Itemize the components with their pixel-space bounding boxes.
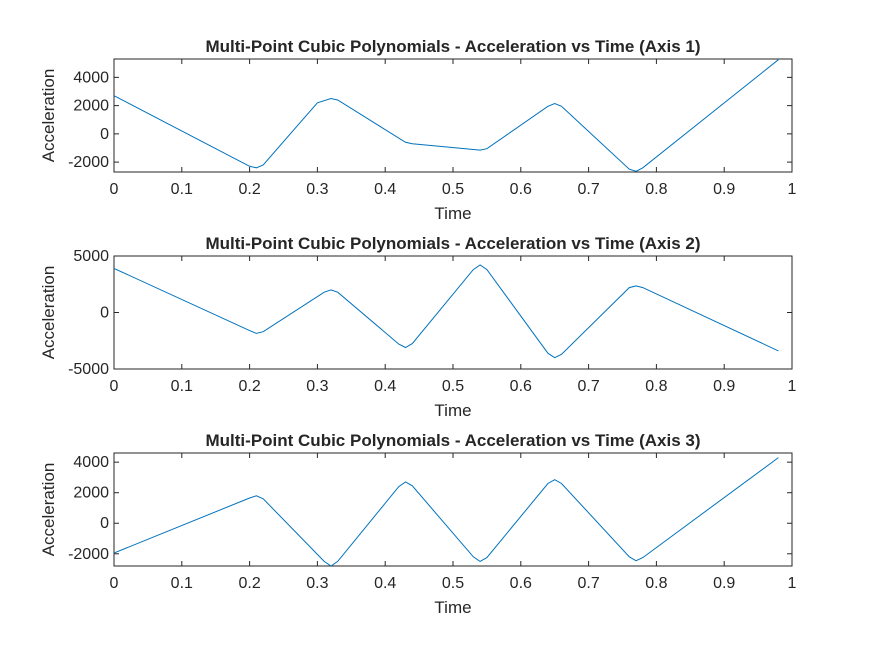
x-axis-label: Time bbox=[434, 204, 471, 223]
x-axis-label: Time bbox=[434, 401, 471, 420]
x-tick-label: 0.2 bbox=[238, 378, 260, 395]
y-axis-label: Acceleration bbox=[39, 266, 58, 360]
y-tick-label: -2000 bbox=[68, 154, 109, 171]
y-tick-label: 2000 bbox=[73, 485, 109, 502]
x-tick-label: 0.3 bbox=[306, 575, 328, 592]
chart-title: Multi-Point Cubic Polynomials - Accelera… bbox=[206, 234, 701, 253]
y-tick-label: 2000 bbox=[73, 98, 109, 115]
y-axis-label: Acceleration bbox=[39, 463, 58, 557]
x-tick-label: 0.1 bbox=[171, 181, 193, 198]
x-tick-label: 0 bbox=[110, 575, 119, 592]
y-tick-label: 0 bbox=[100, 126, 109, 143]
x-axis-label: Time bbox=[434, 598, 471, 617]
plot-area bbox=[113, 452, 793, 567]
x-tick-label: 0.2 bbox=[238, 575, 260, 592]
plot-area bbox=[113, 58, 793, 173]
y-tick-label: 0 bbox=[100, 515, 109, 532]
y-tick-label: -5000 bbox=[68, 361, 109, 378]
x-tick-label: 0.9 bbox=[713, 181, 735, 198]
x-tick-label: 0.7 bbox=[577, 575, 599, 592]
x-tick-label: 0.4 bbox=[374, 378, 396, 395]
x-tick-label: 0.5 bbox=[442, 575, 464, 592]
chart-title: Multi-Point Cubic Polynomials - Accelera… bbox=[206, 37, 701, 56]
y-tick-label: 4000 bbox=[73, 454, 109, 471]
x-tick-label: 0 bbox=[110, 181, 119, 198]
x-tick-label: 1 bbox=[788, 378, 797, 395]
x-tick-label: 0.9 bbox=[713, 575, 735, 592]
x-tick-label: 0.4 bbox=[374, 575, 396, 592]
x-tick-label: 0.1 bbox=[171, 575, 193, 592]
subplot-1: 0 0.1 0.2 0.3 0.4 0.5 0.6 0.7 0.8 0.9 1-2000020004… bbox=[39, 37, 797, 223]
subplot-3: 0 0.1 0.2 0.3 0.4 0.5 0.6 0.7 0.8 0.9 1-2000020004… bbox=[39, 431, 797, 617]
series-line-1 bbox=[114, 59, 779, 172]
x-tick-label: 1 bbox=[788, 181, 797, 198]
y-tick-label: 5000 bbox=[73, 248, 109, 265]
x-tick-label: 0.7 bbox=[577, 181, 599, 198]
x-tick-label: 0.8 bbox=[645, 181, 667, 198]
x-tick-label: 0.8 bbox=[645, 378, 667, 395]
x-tick-label: 0.4 bbox=[374, 181, 396, 198]
x-tick-label: 0.3 bbox=[306, 378, 328, 395]
y-tick-label: -2000 bbox=[68, 546, 109, 563]
x-tick-label: 0.6 bbox=[510, 181, 532, 198]
series-line-1 bbox=[114, 457, 779, 566]
x-tick-label: 0.7 bbox=[577, 378, 599, 395]
x-tick-label: 0.9 bbox=[713, 378, 735, 395]
x-tick-label: 0.3 bbox=[306, 181, 328, 198]
x-tick-label: 0.5 bbox=[442, 181, 464, 198]
plot-area bbox=[113, 255, 793, 370]
x-tick-label: 1 bbox=[788, 575, 797, 592]
x-tick-label: 0.5 bbox=[442, 378, 464, 395]
x-tick-label: 0.6 bbox=[510, 575, 532, 592]
x-tick-label: 0.2 bbox=[238, 181, 260, 198]
subplot-2: 0 0.1 0.2 0.3 0.4 0.5 0.6 0.7 0.8 0.9 1-500005000M… bbox=[39, 234, 797, 420]
x-tick-label: 0.6 bbox=[510, 378, 532, 395]
y-axis-label: Acceleration bbox=[39, 69, 58, 163]
y-tick-label: 0 bbox=[100, 305, 109, 322]
series-line-1 bbox=[114, 264, 779, 359]
x-tick-label: 0 bbox=[110, 378, 119, 395]
x-tick-label: 0.1 bbox=[171, 378, 193, 395]
chart-title: Multi-Point Cubic Polynomials - Accelera… bbox=[206, 431, 701, 450]
x-tick-label: 0.8 bbox=[645, 575, 667, 592]
y-tick-label: 4000 bbox=[73, 69, 109, 86]
